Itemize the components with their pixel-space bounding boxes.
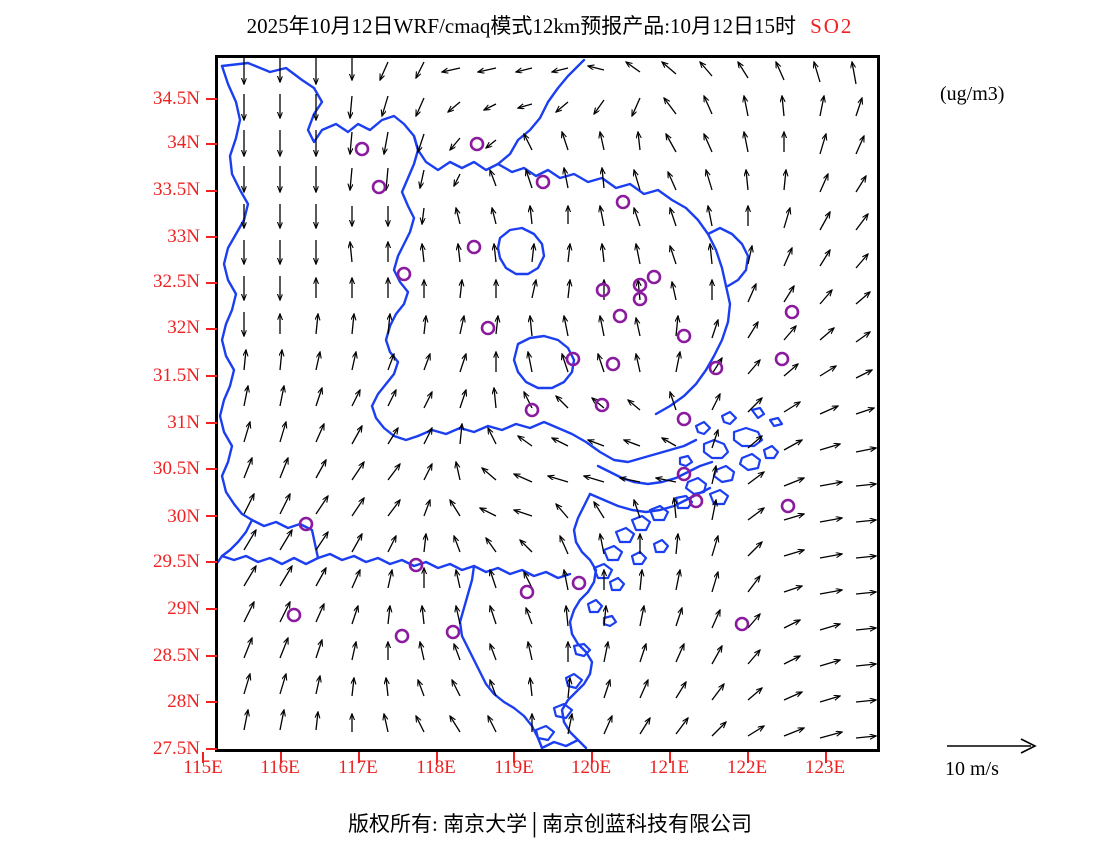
x-tick-label: 119E [494,757,534,778]
y-tick-mark [206,515,217,517]
chart-title-species: SO2 [810,14,854,38]
y-tick-mark [206,655,217,657]
x-tick-label: 117E [338,757,378,778]
y-tick-mark [206,328,217,330]
wind-scale-label: 10 m/s [945,758,999,780]
y-tick-mark [206,143,217,145]
x-tick-mark [280,752,282,763]
y-tick-label: 31N [167,412,200,433]
y-tick-mark [206,422,217,424]
x-tick-mark [436,752,438,763]
y-tick-mark [206,561,217,563]
y-tick-mark [206,190,217,192]
x-tick-mark [669,752,671,763]
x-tick-mark [358,752,360,763]
y-tick-label: 33N [167,226,200,247]
x-tick-mark [202,752,204,763]
x-tick-label: 115E [183,757,223,778]
y-tick-label: 30N [167,506,200,527]
y-tick-label: 29.5N [153,551,200,572]
x-tick-mark [591,752,593,763]
boundary-lines [218,58,750,749]
y-tick-label: 28N [167,691,200,712]
x-tick-mark [513,752,515,763]
y-tick-mark [206,236,217,238]
y-tick-mark [206,748,217,750]
map-plot-area [215,55,880,752]
x-tick-label: 116E [260,757,300,778]
x-tick-label: 118E [416,757,456,778]
y-tick-label: 32.5N [153,271,200,292]
y-tick-mark [206,375,217,377]
x-tick-label: 122E [726,757,768,778]
y-tick-label: 27.5N [153,738,200,759]
y-tick-label: 30.5N [153,458,200,479]
copyright-footer: 版权所有: 南京大学│南京创蓝科技有限公司 [348,812,752,836]
wind-vector-field [244,58,876,738]
x-tick-label: 123E [804,757,846,778]
y-tick-label: 29N [167,598,200,619]
wind-scale-legend: 10 m/s [943,735,1083,781]
y-tick-label: 32N [167,317,200,338]
x-tick-label: 121E [648,757,690,778]
y-tick-mark [206,468,217,470]
y-tick-mark [206,608,217,610]
map-canvas [218,58,877,749]
x-tick-label: 120E [570,757,612,778]
y-tick-mark [206,98,217,100]
x-tick-mark [825,752,827,763]
chart-title: 2025年10月12日WRF/cmaq模式12km预报产品:10月12日15时 S… [0,10,1100,40]
island-outlines [534,406,784,742]
y-tick-label: 33.5N [153,179,200,200]
x-tick-mark [747,752,749,763]
y-tick-label: 34N [167,132,200,153]
y-tick-label: 34.5N [153,88,200,109]
y-tick-label: 28.5N [153,645,200,666]
y-tick-mark [206,282,217,284]
units-label: (ug/m3) [940,83,1005,105]
station-markers [286,136,800,644]
right-arrow-icon [947,738,1037,754]
chart-title-main: 2025年10月12日WRF/cmaq模式12km预报产品:10月12日15时 [246,14,797,38]
y-tick-label: 31.5N [153,365,200,386]
y-tick-mark [206,701,217,703]
